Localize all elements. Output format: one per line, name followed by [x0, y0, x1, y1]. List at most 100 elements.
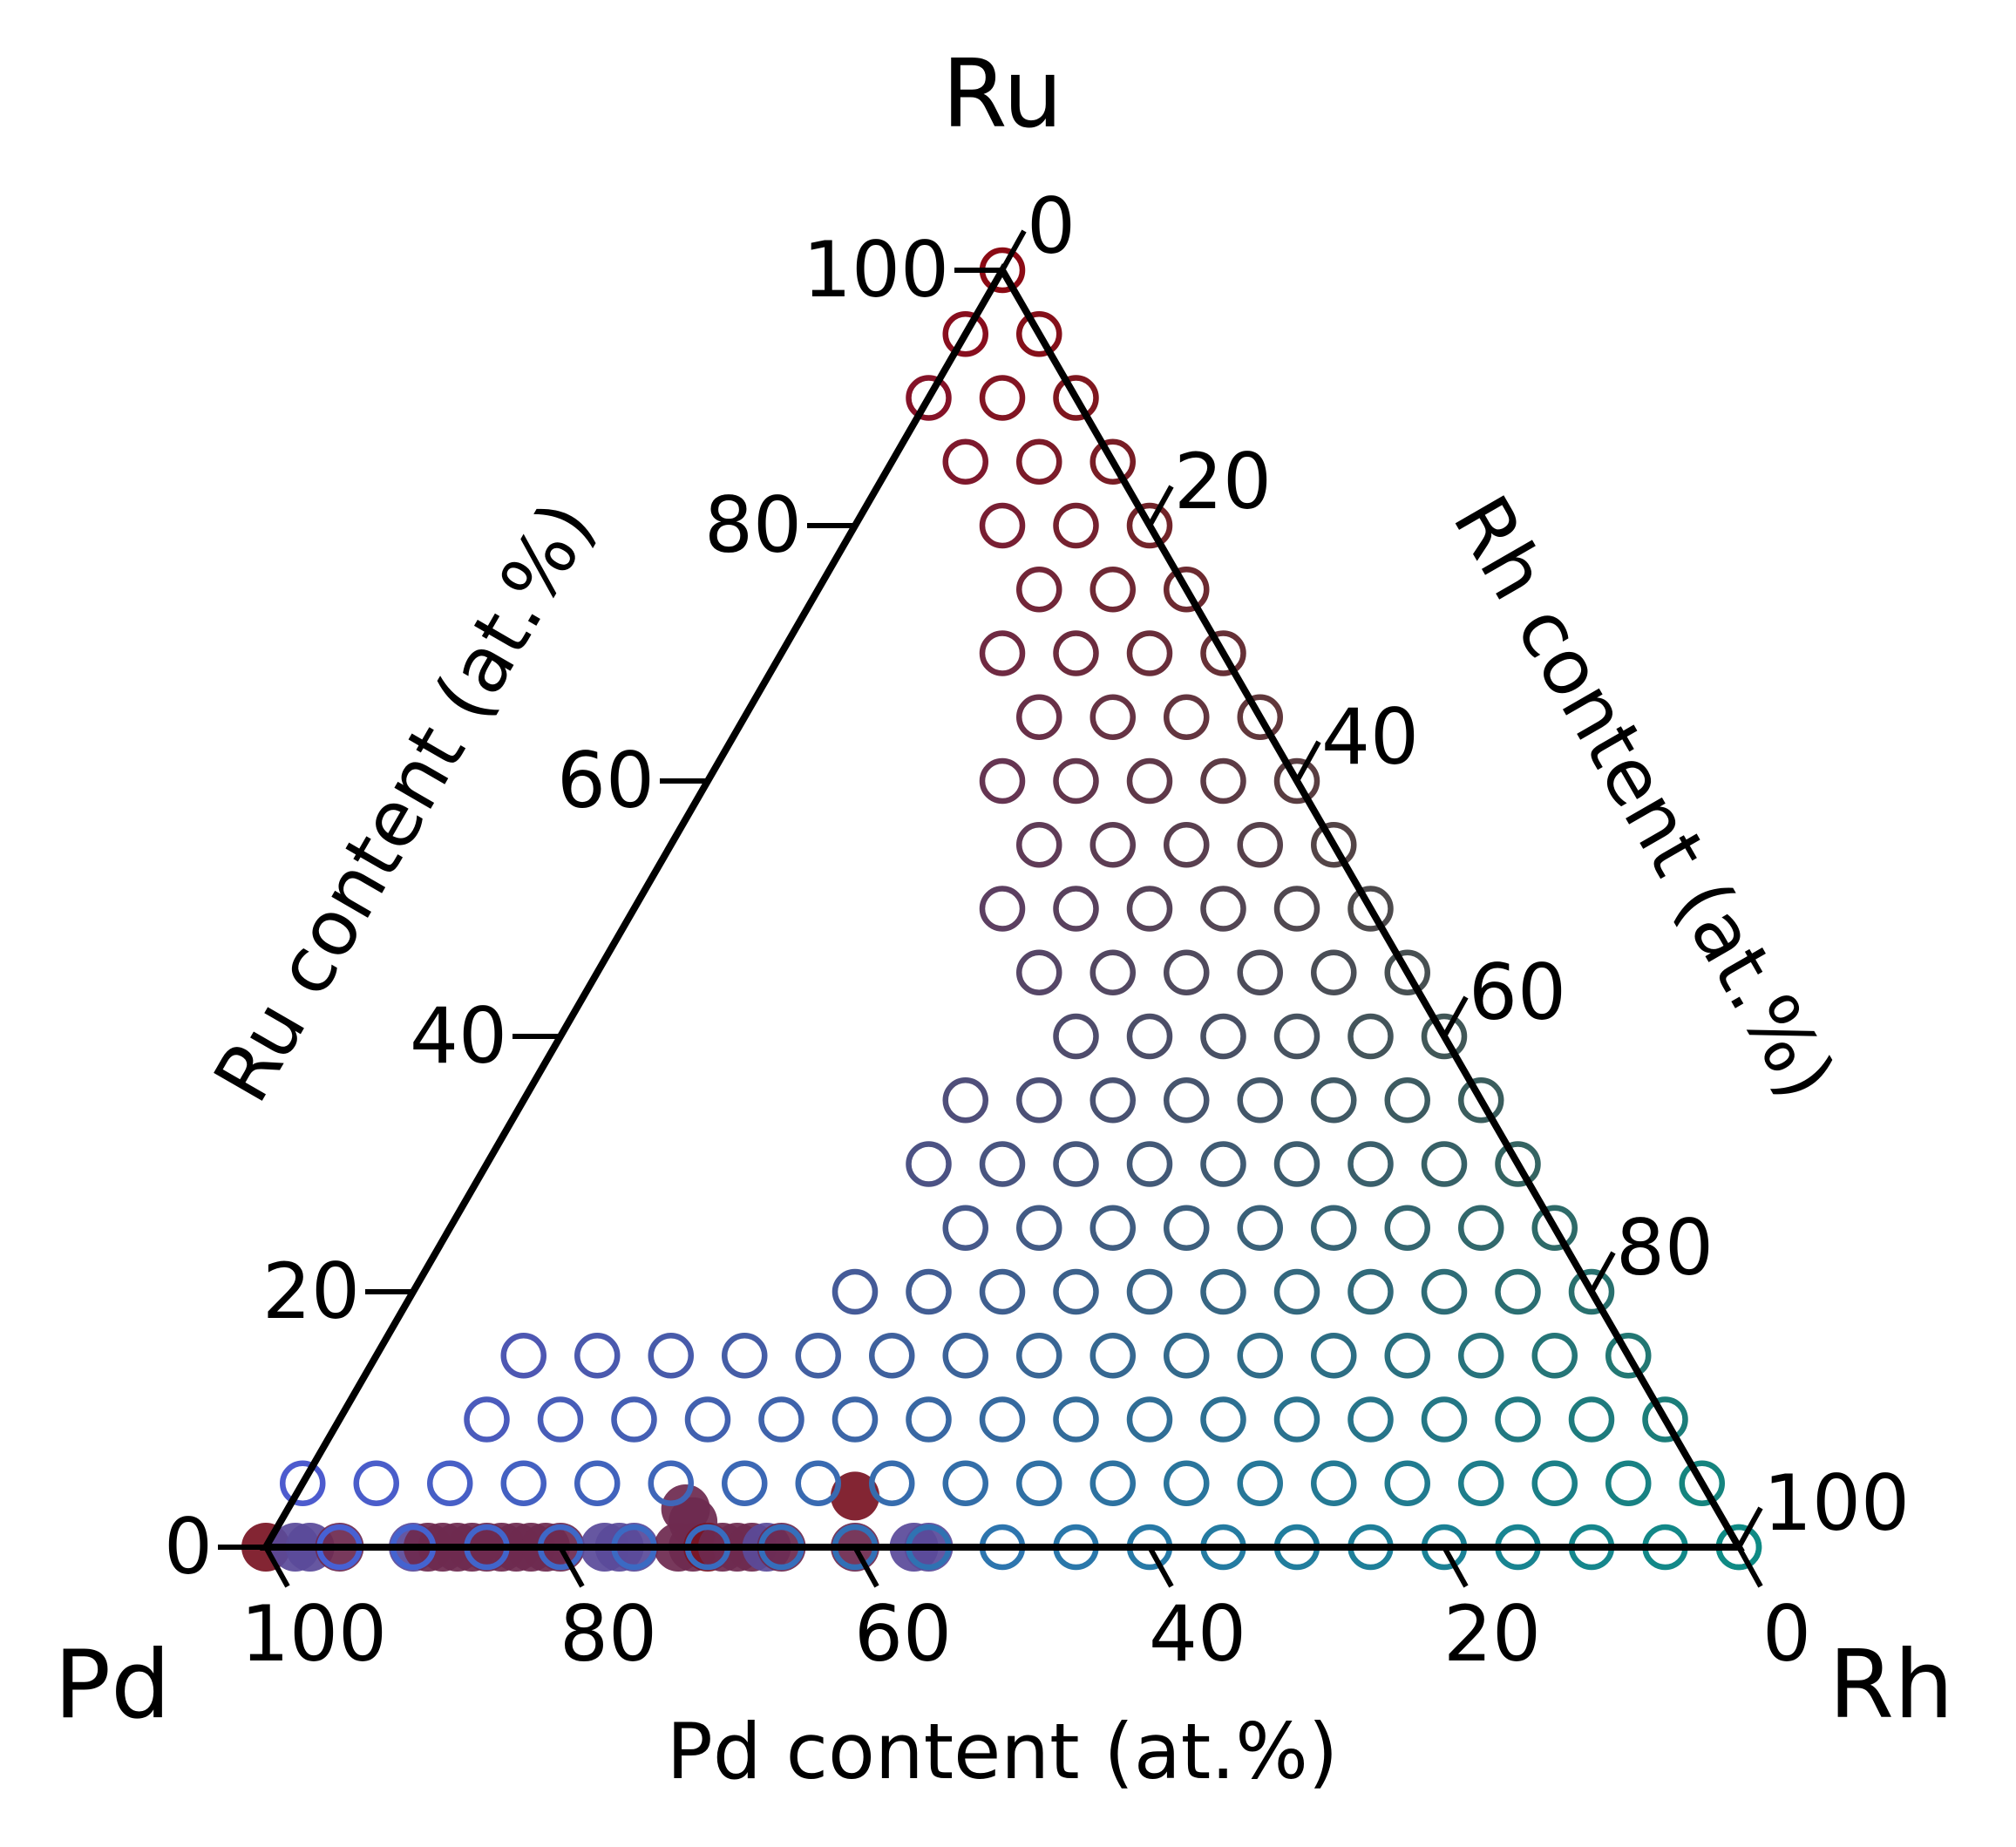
open-data-point — [722, 1460, 768, 1506]
filled-data-point — [661, 1484, 710, 1534]
tick-mark-rh — [1442, 995, 1469, 1038]
open-data-point — [648, 1333, 694, 1379]
open-data-point — [1605, 1460, 1652, 1506]
tick-label-rh: 0 — [1027, 181, 1076, 271]
open-data-point — [1016, 822, 1062, 868]
open-data-point — [1089, 949, 1136, 995]
points-layer — [241, 247, 1762, 1572]
tick-mark-pd — [1442, 1545, 1469, 1588]
open-data-point — [1421, 1141, 1468, 1187]
open-data-point — [1089, 822, 1136, 868]
tick-label-pd: 40 — [1149, 1589, 1246, 1679]
open-data-point — [1384, 949, 1430, 995]
tick-label-ru: 100 — [803, 225, 949, 315]
open-data-point — [1384, 1460, 1430, 1506]
open-data-point — [1053, 1141, 1099, 1187]
tick-label-pd: 80 — [560, 1589, 657, 1679]
tick-label-pd: 0 — [1762, 1589, 1811, 1679]
open-data-point — [1495, 1141, 1541, 1187]
open-data-point — [906, 1268, 952, 1315]
open-data-point — [758, 1396, 804, 1443]
open-data-point — [1126, 630, 1173, 676]
open-data-point — [1458, 1077, 1504, 1124]
open-data-point — [1495, 1396, 1541, 1443]
open-data-point — [1016, 311, 1062, 357]
open-data-point — [1200, 1396, 1246, 1443]
open-data-point — [1458, 1460, 1504, 1506]
open-data-point — [1164, 694, 1210, 740]
open-data-point — [1568, 1396, 1615, 1443]
tick-mark-pd — [263, 1545, 290, 1588]
open-data-point — [1421, 1396, 1468, 1443]
open-data-point — [1016, 567, 1062, 613]
open-data-point — [1016, 1333, 1062, 1379]
open-data-point — [942, 1333, 988, 1379]
open-data-point — [1384, 1333, 1430, 1379]
tick-mark-rh — [1589, 1251, 1616, 1294]
open-data-point — [1053, 630, 1099, 676]
open-data-point — [1089, 1460, 1136, 1506]
open-data-point — [611, 1396, 657, 1443]
open-data-point — [1089, 567, 1136, 613]
open-data-point — [1458, 1333, 1504, 1379]
open-data-point — [1126, 1013, 1173, 1060]
tick-label-rh: 80 — [1616, 1203, 1714, 1293]
open-data-point — [1126, 886, 1173, 932]
open-data-point — [1200, 1013, 1246, 1060]
open-data-point — [684, 1396, 731, 1443]
open-data-point — [1311, 949, 1357, 995]
open-data-point — [1237, 822, 1283, 868]
open-data-point — [1200, 630, 1246, 676]
open-data-point — [1164, 1205, 1210, 1251]
axes-layer — [260, 262, 1745, 1551]
open-data-point — [1605, 1333, 1652, 1379]
open-data-point — [1347, 1396, 1394, 1443]
open-data-point — [1421, 1268, 1468, 1315]
open-data-point — [1053, 375, 1099, 421]
open-data-point — [1347, 1013, 1394, 1060]
tick-label-rh: 100 — [1763, 1458, 1910, 1548]
open-data-point — [1164, 1077, 1210, 1124]
open-data-point — [1126, 757, 1173, 805]
open-data-point — [1053, 502, 1099, 549]
corner-label-rh: Rh — [1829, 1631, 1954, 1740]
open-data-point — [1164, 1460, 1210, 1506]
open-data-point — [1347, 1268, 1394, 1315]
tick-mark-pd — [1147, 1545, 1174, 1588]
open-data-point — [427, 1460, 473, 1506]
open-data-point — [1237, 694, 1283, 740]
open-data-point — [906, 1141, 952, 1187]
open-data-point — [942, 1460, 988, 1506]
open-data-point — [1053, 1013, 1099, 1060]
open-data-point — [942, 311, 988, 357]
open-data-point — [537, 1396, 584, 1443]
tick-label-ru: 60 — [557, 736, 655, 825]
open-data-point — [1679, 1460, 1725, 1506]
open-data-point — [1016, 1460, 1062, 1506]
open-data-point — [795, 1333, 841, 1379]
open-data-point — [464, 1396, 510, 1443]
tick-label-pd: 100 — [241, 1589, 387, 1679]
tick-mark-pd — [852, 1545, 879, 1588]
open-data-point — [1126, 1268, 1173, 1315]
open-data-point — [1164, 567, 1210, 613]
open-data-point — [1273, 1268, 1320, 1315]
open-data-point — [1164, 1333, 1210, 1379]
open-data-point — [1273, 1141, 1320, 1187]
open-data-point — [500, 1460, 546, 1506]
tick-label-rh: 20 — [1174, 437, 1272, 526]
open-data-point — [1016, 438, 1062, 485]
open-data-point — [795, 1460, 841, 1506]
open-data-point — [979, 886, 1026, 932]
open-data-point — [1237, 1333, 1283, 1379]
open-data-point — [1016, 1205, 1062, 1251]
open-data-point — [1347, 1141, 1394, 1187]
open-data-point — [979, 630, 1026, 676]
open-data-point — [869, 1460, 915, 1506]
open-data-point — [1237, 1205, 1283, 1251]
open-data-point — [1311, 1460, 1357, 1506]
open-data-point — [1531, 1205, 1578, 1251]
open-data-point — [1311, 1205, 1357, 1251]
open-data-point — [1237, 949, 1283, 995]
